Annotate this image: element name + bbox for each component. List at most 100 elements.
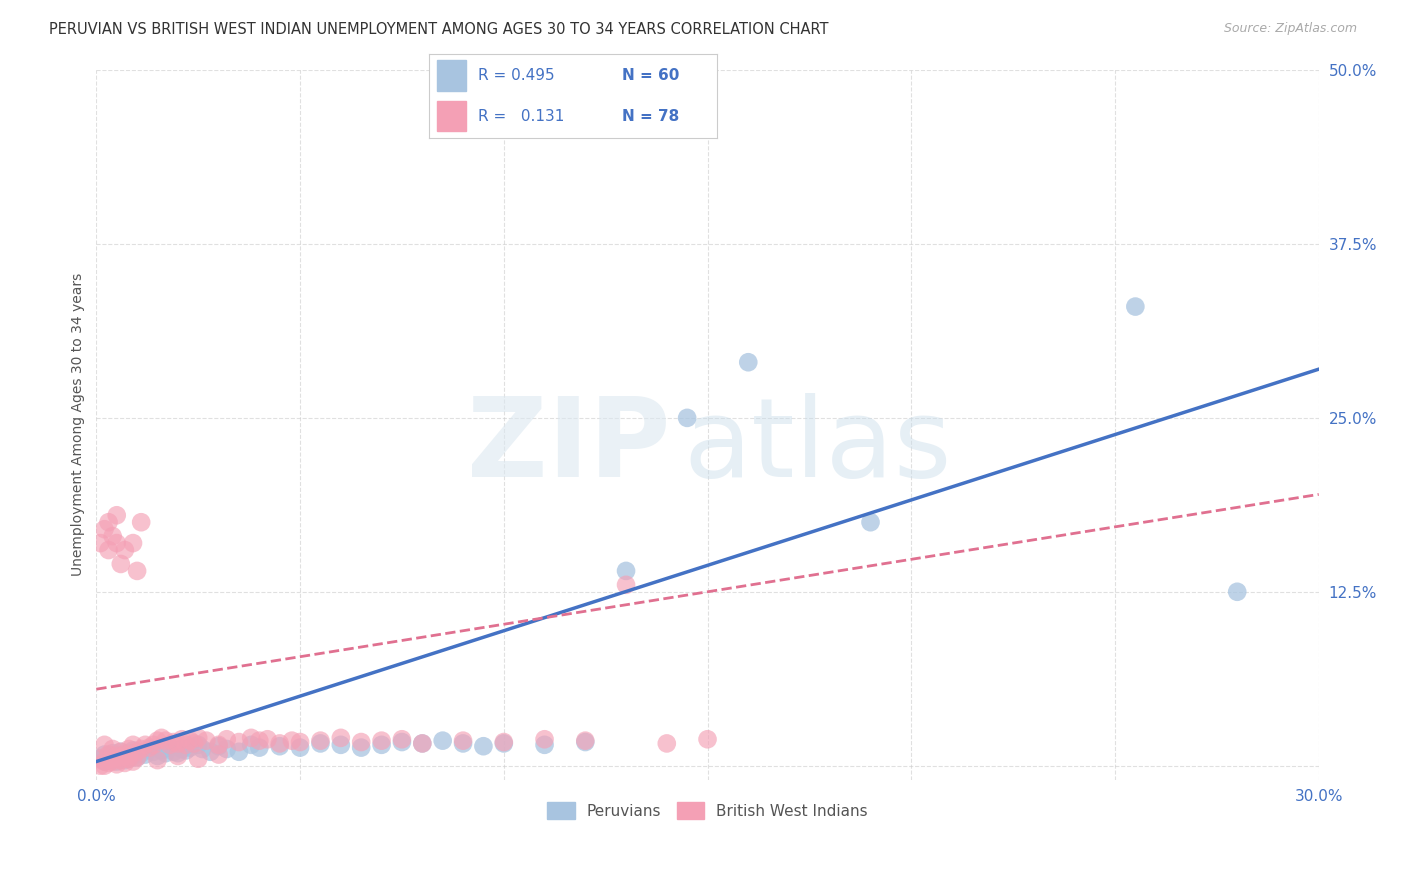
Point (195, 733, 218, 747)
Point (97, 747, 120, 762)
Point (228, 745, 250, 759)
Point (110, 745, 132, 759)
Point (101, 752, 124, 766)
Point (350, 735, 373, 749)
Point (93, 755, 115, 769)
Point (228, 735, 250, 749)
Point (247, 733, 270, 747)
Point (114, 756, 136, 770)
Point (696, 732, 718, 747)
Y-axis label: Unemployment Among Ages 30 to 34 years: Unemployment Among Ages 30 to 34 years (72, 273, 86, 576)
Point (174, 743, 197, 757)
Point (288, 740, 311, 755)
Point (129, 746, 152, 760)
Point (350, 740, 373, 755)
Point (183, 736, 205, 750)
Point (114, 753, 136, 767)
Point (97, 750, 120, 764)
Point (655, 736, 678, 750)
Point (129, 515, 152, 529)
Point (93, 758, 115, 772)
Point (129, 742, 152, 756)
Point (159, 738, 181, 752)
Point (170, 732, 193, 747)
Point (101, 529, 124, 543)
Point (146, 753, 169, 767)
Point (122, 738, 145, 752)
Point (114, 543, 136, 558)
Point (110, 557, 132, 571)
Point (127, 750, 149, 764)
Point (127, 564, 149, 578)
Point (200, 745, 222, 759)
Point (122, 536, 145, 550)
Point (215, 742, 238, 756)
Point (451, 733, 474, 747)
Point (170, 742, 193, 756)
Point (391, 735, 413, 749)
Point (146, 748, 169, 763)
Point (1125, 300, 1147, 314)
Point (472, 739, 495, 754)
Point (155, 746, 177, 760)
Point (207, 738, 229, 752)
Point (187, 752, 209, 766)
Point (101, 746, 124, 760)
Point (127, 745, 149, 759)
Bar (437, 61, 467, 91)
Point (187, 738, 209, 752)
Point (179, 740, 201, 755)
Text: PERUVIAN VS BRITISH WEST INDIAN UNEMPLOYMENT AMONG AGES 30 TO 34 YEARS CORRELATI: PERUVIAN VS BRITISH WEST INDIAN UNEMPLOY… (49, 22, 828, 37)
Point (215, 732, 238, 747)
Point (110, 750, 132, 764)
Point (676, 410, 699, 425)
Point (614, 564, 637, 578)
Point (370, 733, 392, 747)
Text: R =   0.131: R = 0.131 (478, 109, 564, 124)
Point (118, 748, 141, 763)
Point (492, 735, 515, 749)
Point (118, 752, 141, 766)
Point (114, 747, 136, 762)
Point (163, 745, 186, 759)
Point (432, 733, 454, 747)
Point (574, 735, 596, 749)
Point (114, 747, 136, 762)
Point (187, 731, 209, 745)
Point (247, 740, 270, 755)
Point (411, 736, 433, 750)
Point (105, 755, 128, 769)
Text: ZIP: ZIP (467, 392, 671, 500)
Point (207, 739, 229, 754)
Point (737, 355, 759, 369)
Point (1226, 584, 1249, 599)
Point (163, 735, 186, 749)
Point (281, 733, 304, 747)
Point (118, 742, 141, 756)
Text: atlas: atlas (683, 392, 952, 500)
Point (269, 736, 291, 750)
Point (93, 755, 115, 769)
Text: N = 78: N = 78 (621, 109, 679, 124)
Text: Source: ZipAtlas.com: Source: ZipAtlas.com (1223, 22, 1357, 36)
Point (269, 739, 291, 754)
Point (97, 753, 120, 767)
Point (105, 536, 128, 550)
Point (122, 748, 145, 763)
Point (122, 755, 145, 769)
Point (142, 745, 165, 759)
Point (859, 515, 882, 529)
Point (101, 755, 124, 769)
Point (127, 745, 149, 759)
Point (309, 736, 332, 750)
Point (391, 732, 413, 747)
Point (105, 508, 128, 523)
Point (533, 732, 555, 747)
Point (93, 738, 115, 752)
Point (105, 757, 128, 772)
Point (89, 752, 111, 766)
Point (138, 742, 160, 756)
Point (191, 742, 214, 756)
Point (451, 736, 474, 750)
Point (155, 733, 177, 747)
